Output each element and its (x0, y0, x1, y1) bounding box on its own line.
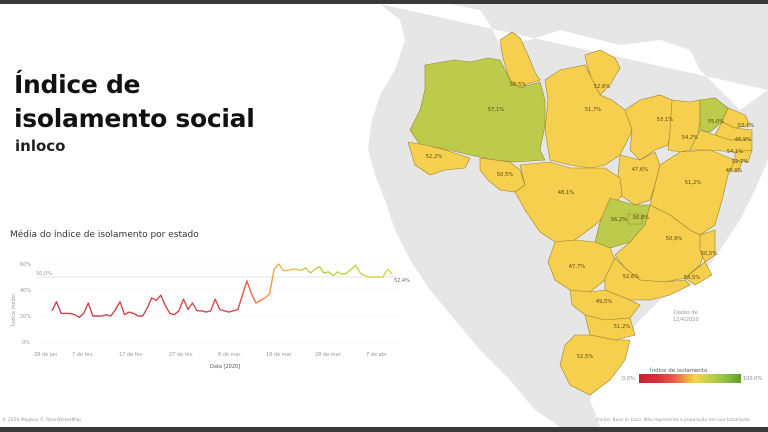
legend-title: Índice de isolamento (650, 368, 708, 374)
state-label-se: 48,3% (726, 168, 743, 174)
state-pr[interactable] (569, 289, 641, 321)
x-tick-0: 28 de jan (34, 352, 57, 358)
state-rs[interactable] (559, 334, 631, 396)
x-tick-7: 7 de abr (366, 352, 388, 358)
y-tick-40: 40% (20, 288, 31, 294)
state-label-df: 56,8% (633, 215, 650, 221)
y-tick-0: 0% (22, 340, 30, 346)
state-label-to: 47,6% (632, 167, 649, 173)
y-tick-60: 60% (20, 262, 31, 268)
date-note: Dados de 12/4/2020 (673, 310, 699, 324)
state-label-mg: 50,9% (666, 236, 683, 242)
state-label-rs: 52,5% (577, 354, 594, 360)
title-line-1: Índice de (14, 70, 141, 99)
state-al[interactable] (734, 149, 753, 163)
y-axis-label: Índice médio (10, 294, 17, 326)
x-tick-6: 28 de mar (315, 352, 342, 358)
state-label-ce: 55,0% (708, 119, 725, 125)
legend-min-label: 0,0% (622, 376, 635, 382)
state-label-pr: 49,5% (596, 299, 613, 305)
state-label-sc: 51,2% (614, 324, 631, 330)
state-label-am: 57,1% (488, 107, 505, 113)
page-title: Índice de isolamento social (14, 68, 255, 136)
state-label-es: 50,5% (701, 251, 718, 257)
date-note-line-2: 12/4/2020 (673, 317, 699, 323)
state-label-rj: 54,5% (684, 275, 701, 281)
state-label-pe: 54,1% (727, 149, 744, 155)
last-value-label: 52,4% (394, 278, 410, 284)
state-mg[interactable] (614, 204, 706, 283)
state-label-rr: 50,5% (510, 82, 527, 88)
state-rj[interactable] (684, 261, 713, 286)
legend-max-label: 100,0% (743, 376, 763, 382)
state-label-ap: 52,6% (594, 84, 611, 90)
state-rr[interactable] (499, 31, 541, 91)
subtitle: inloco (15, 137, 66, 155)
state-mt[interactable] (514, 161, 623, 243)
state-ac[interactable] (407, 141, 471, 176)
chart-title: Média do índice de isolamento por estado (10, 230, 199, 240)
state-sp[interactable] (604, 257, 691, 301)
map-attribution[interactable]: © 2020 Mapbox © OpenStreetMap (2, 418, 81, 423)
state-ap[interactable] (584, 49, 621, 96)
reference-line-label: 50,0% (36, 271, 52, 277)
state-label-sp: 52,6% (623, 274, 640, 280)
state-label-ro: 50,5% (497, 172, 514, 178)
y-tick-20: 20% (20, 314, 31, 320)
state-label-pb: 46,9% (735, 137, 752, 143)
state-pa[interactable] (544, 64, 636, 169)
x-tick-3: 27 de fev (169, 352, 193, 358)
color-scale-legend (639, 374, 741, 383)
state-label-rn: 53,1% (738, 123, 755, 129)
state-label-ma: 53,1% (657, 117, 674, 123)
window-bottom-border (0, 427, 768, 432)
state-df[interactable] (627, 213, 643, 225)
brazil-choropleth-map[interactable]: 50,5% 52,6% 57,1% 51,7% 53,1% 55,0% 53,1… (0, 4, 768, 427)
state-rn[interactable] (721, 107, 751, 129)
x-axis-label: Data [2020] (210, 364, 240, 370)
state-label-ms: 47,7% (569, 264, 586, 270)
line-chart[interactable]: 50,0% 60% 40% 20% 0% Índice médio 28 de … (10, 262, 410, 370)
source-note: Fonte: Base In Loco. Não representa a po… (597, 418, 751, 423)
state-es[interactable] (699, 229, 716, 263)
state-label-pa: 51,7% (585, 107, 602, 113)
state-label-go: 56,2% (611, 217, 628, 223)
x-tick-2: 17 de fev (119, 352, 143, 358)
x-tick-4: 8 de mar (218, 352, 242, 358)
state-label-ba: 51,2% (685, 180, 702, 186)
date-note-line-1: Dados de (674, 310, 698, 316)
title-line-2: isolamento social (14, 104, 255, 133)
window-top-border (0, 0, 768, 4)
state-label-ac: 52,2% (426, 154, 443, 160)
x-tick-5: 18 de mar (266, 352, 293, 358)
state-am[interactable] (409, 57, 546, 163)
state-label-mt: 48,1% (558, 190, 575, 196)
state-label-al: 52,7% (732, 159, 749, 165)
isolation-index-line[interactable] (51, 263, 393, 318)
state-label-pi: 54,2% (682, 135, 699, 141)
x-tick-1: 7 de fev (72, 352, 92, 358)
